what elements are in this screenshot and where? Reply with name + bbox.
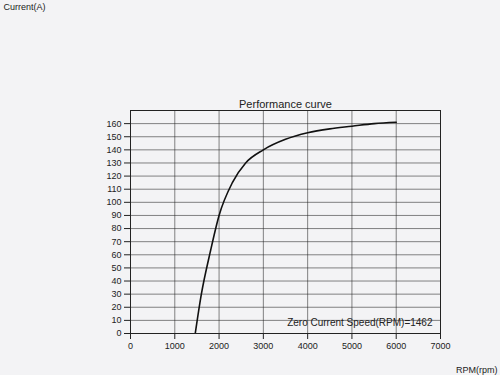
svg-text:4000: 4000: [298, 341, 318, 351]
svg-text:RPM(rpm): RPM(rpm): [456, 365, 498, 375]
svg-text:140: 140: [106, 145, 121, 155]
svg-text:40: 40: [111, 276, 121, 286]
svg-text:0: 0: [116, 328, 121, 338]
svg-text:7000: 7000: [430, 341, 450, 351]
svg-text:100: 100: [106, 197, 121, 207]
svg-text:2000: 2000: [209, 341, 229, 351]
svg-text:120: 120: [106, 171, 121, 181]
svg-text:160: 160: [106, 118, 121, 128]
svg-text:3000: 3000: [253, 341, 273, 351]
svg-text:5000: 5000: [342, 341, 362, 351]
svg-text:Zero Current Speed(RPM)=1462: Zero Current Speed(RPM)=1462: [287, 317, 433, 328]
svg-text:80: 80: [111, 223, 121, 233]
svg-text:150: 150: [106, 132, 121, 142]
svg-text:10: 10: [111, 315, 121, 325]
svg-text:70: 70: [111, 237, 121, 247]
svg-text:1000: 1000: [165, 341, 185, 351]
svg-text:6000: 6000: [386, 341, 406, 351]
svg-text:Performance curve: Performance curve: [239, 98, 332, 110]
svg-text:110: 110: [107, 184, 121, 194]
svg-text:130: 130: [106, 158, 121, 168]
svg-text:50: 50: [111, 263, 121, 273]
svg-text:30: 30: [111, 289, 121, 299]
svg-text:90: 90: [111, 210, 121, 220]
svg-text:20: 20: [111, 302, 121, 312]
svg-text:60: 60: [111, 250, 121, 260]
svg-text:Current(A): Current(A): [4, 2, 46, 12]
svg-text:0: 0: [128, 341, 133, 351]
